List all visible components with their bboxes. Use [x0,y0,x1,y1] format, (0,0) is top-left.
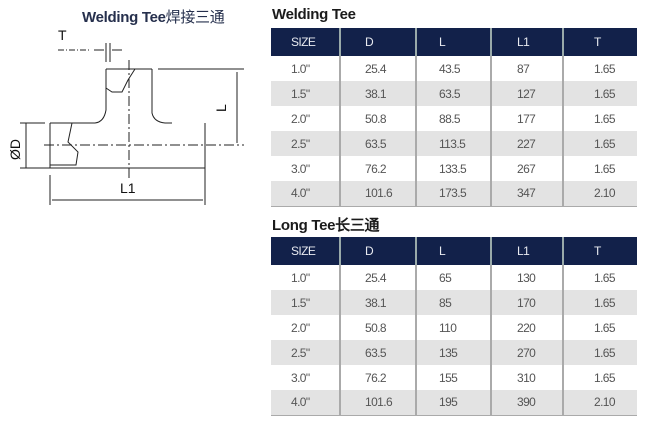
table-row: 1.5" 38.1 85 170 1.65 [271,290,637,315]
table-cell: 347 [491,181,564,207]
table-row: 2.0" 50.8 110 220 1.65 [271,315,637,340]
table-cell: 85 [416,290,492,315]
table-row: 2.5" 63.5 135 270 1.65 [271,340,637,365]
table-row: 4.0" 101.6 195 390 2.10 [271,390,637,416]
column-header: L [416,28,492,56]
table-cell: 1.65 [594,61,616,76]
column-header: T [563,237,637,265]
table-cell: 76.2 [340,365,417,390]
diagram-title-en: Welding Tee [82,9,166,26]
table-cell: 101.6 [340,390,417,416]
table-cell: 3.0" [271,156,341,181]
table-cell: 43.5 [416,56,492,81]
diagram-title-cn: 焊接三通 [165,9,225,26]
table-cell: 173.5 [416,181,492,207]
table-cell: 1.65 [563,340,637,365]
table-cell: 1.65 [563,131,637,156]
column-header: D [340,237,417,265]
table-cell: 87 [491,56,564,81]
table-cell: 220 [491,315,564,340]
label-l: L [213,104,229,112]
table-cell: 63.5 [340,340,417,365]
column-header: T [563,28,637,56]
table-cell: 2.5" [271,131,341,156]
table-cell: 50.8 [340,106,417,131]
table-row: 4.0" 101.6 173.5 347 2.10 [271,181,637,207]
table-cell: 127 [491,81,564,106]
table-cell: 2.5" [271,340,341,365]
table-cell: 133.5 [416,156,492,181]
table-cell: 4.0" [271,390,341,416]
tee-drawing: T L ØD L1 [7,27,244,205]
table-cell: 88.5 [416,106,492,131]
table-row: 1.5" 38.1 63.5 127 1.65 [271,81,637,106]
table-row: 1.0" 25.4 43.5 87 1.65 [271,56,637,81]
table-cell: 227 [491,131,564,156]
table-cell: 65 [416,265,492,290]
table-cell: 63.5 [416,81,492,106]
table-cell: 130 [491,265,564,290]
table-cell: 2.0" [271,106,341,131]
table-cell: 50.8 [340,315,417,340]
table-cell: 1.5" [271,290,341,315]
welding-tee-title: Welding Tee [272,6,356,23]
column-header: SIZE [271,28,341,56]
table-cell: 113.5 [416,131,492,156]
table-cell: 1.65 [594,270,616,285]
table-cell: 63.5 [340,131,417,156]
table-cell: 38.1 [340,81,417,106]
column-header: D [340,28,417,56]
table-row: 2.5" 63.5 113.5 227 1.65 [271,131,637,156]
table-cell: 1.65 [594,320,616,335]
table-cell: 170 [491,290,564,315]
table-cell: 1.65 [594,161,616,176]
column-header: L1 [491,28,564,56]
table-cell: 2.0" [271,315,341,340]
table-cell: 1.0" [271,56,341,81]
label-od: ØD [7,139,23,160]
column-header: L1 [491,237,564,265]
table-cell: 25.4 [340,56,417,81]
table-row: 3.0" 76.2 155 310 1.65 [271,365,637,390]
table-cell: 76.2 [340,156,417,181]
table-cell: 101.6 [340,181,417,207]
diagram-title: Welding Tee焊接三通 [82,6,225,27]
column-header: SIZE [271,237,341,265]
table-cell: 3.0" [271,365,341,390]
table-cell: 1.65 [563,81,637,106]
table-cell: 25.4 [340,265,417,290]
table-cell: 267 [491,156,564,181]
table-cell: 1.65 [594,111,616,126]
table-cell: 270 [491,340,564,365]
table-cell: 1.65 [563,290,637,315]
label-l1: L1 [120,180,136,196]
table-row: 2.0" 50.8 88.5 177 1.65 [271,106,637,131]
column-header: L [416,237,492,265]
table-cell: 110 [416,315,492,340]
label-t: T [58,27,67,43]
welding-tee-table: SIZE D L L1 T 1.0" 25.4 43.5 87 1.65 1.5" 38.1 63.5 1… [271,28,637,207]
table-cell: 2.10 [563,181,637,207]
table-cell: 1.65 [594,370,616,385]
table-cell: 38.1 [340,290,417,315]
table-cell: 390 [491,390,564,416]
table-cell: 1.0" [271,265,341,290]
table-row: 3.0" 76.2 133.5 267 1.65 [271,156,637,181]
table-cell: 195 [416,390,492,416]
table-row: 1.0" 25.4 65 130 1.65 [271,265,637,290]
long-tee-table: SIZE D L L1 T 1.0" 25.4 65 130 1.65 1.5" 38.1 85 170 1… [271,237,637,416]
table-cell: 2.10 [563,390,637,416]
table-cell: 135 [416,340,492,365]
table-cell: 4.0" [271,181,341,207]
table-cell: 155 [416,365,492,390]
table-cell: 177 [491,106,564,131]
table-cell: 1.5" [271,81,341,106]
table-cell: 310 [491,365,564,390]
long-tee-title: Long Tee长三通 [272,217,380,234]
